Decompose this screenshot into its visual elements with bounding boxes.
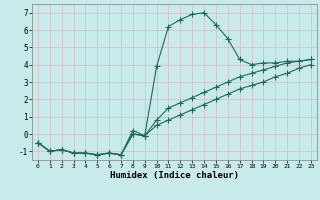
X-axis label: Humidex (Indice chaleur): Humidex (Indice chaleur) bbox=[110, 171, 239, 180]
